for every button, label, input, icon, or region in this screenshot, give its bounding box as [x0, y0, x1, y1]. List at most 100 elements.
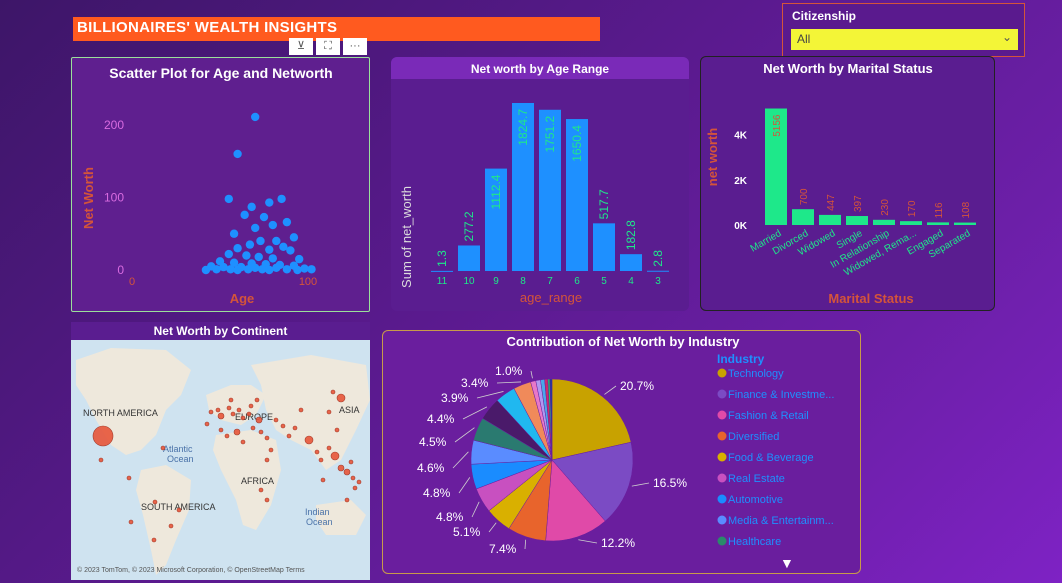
pie-slice[interactable]	[551, 378, 632, 461]
legend-item[interactable]: Fashion & Retail	[728, 410, 809, 422]
scatter-point[interactable]	[233, 244, 242, 253]
map-bubble[interactable]	[246, 411, 252, 417]
citizenship-dropdown[interactable]: All ⌄	[791, 29, 1018, 50]
scatter-point[interactable]	[229, 258, 239, 267]
map-bubble[interactable]	[330, 389, 336, 395]
age-bar[interactable]	[593, 223, 615, 271]
map-bubble[interactable]	[126, 475, 132, 481]
scatter-point[interactable]	[282, 265, 292, 274]
map-bubble[interactable]	[352, 485, 358, 491]
scatter-point[interactable]	[229, 229, 239, 238]
scatter-point[interactable]	[265, 265, 274, 275]
map-bubble[interactable]	[320, 477, 326, 483]
map-bubble[interactable]	[240, 439, 246, 445]
scatter-point[interactable]	[224, 249, 233, 259]
marital-bar[interactable]	[792, 209, 814, 225]
map-bubble[interactable]	[348, 459, 354, 465]
legend-item[interactable]: Finance & Investme...	[728, 389, 834, 401]
legend-item[interactable]: Real Estate	[728, 473, 785, 485]
scatter-point[interactable]	[258, 265, 267, 274]
scatter-point[interactable]	[272, 236, 281, 246]
continent-map-panel[interactable]: Net Worth by Continent NORTH AMERICA EUR…	[71, 322, 370, 580]
map-bubble[interactable]	[264, 435, 270, 441]
map-bubble[interactable]	[228, 397, 234, 403]
scatter-point[interactable]	[251, 112, 260, 122]
map-bubble[interactable]	[176, 507, 182, 513]
scatter-point[interactable]	[243, 265, 253, 274]
legend-item[interactable]: Media & Entertainm...	[728, 515, 834, 527]
map-bubble[interactable]	[336, 393, 346, 403]
map-bubble[interactable]	[255, 416, 263, 424]
map-bubble[interactable]	[151, 537, 157, 543]
scatter-point[interactable]	[300, 264, 309, 273]
map-bubble[interactable]	[258, 429, 264, 435]
map-bubble[interactable]	[92, 425, 114, 447]
marital-bar[interactable]	[846, 216, 868, 225]
age-range-panel[interactable]: Net worth by Age Range Sum of net_worth …	[391, 57, 689, 311]
scatter-point[interactable]	[268, 220, 277, 230]
marital-bar[interactable]	[954, 222, 976, 225]
marital-bar[interactable]	[900, 221, 922, 225]
filter-icon[interactable]: ⊻	[289, 38, 313, 55]
scatter-point[interactable]	[307, 265, 316, 274]
map-bubble[interactable]	[304, 435, 314, 445]
age-bar[interactable]	[647, 270, 669, 272]
scatter-point[interactable]	[265, 198, 274, 207]
legend-item[interactable]: Healthcare	[728, 536, 781, 548]
map-bubble[interactable]	[344, 497, 350, 503]
map-bubble[interactable]	[230, 411, 236, 417]
pie-slice[interactable]	[545, 459, 606, 542]
scatter-point[interactable]	[201, 265, 211, 275]
more-options-icon[interactable]: ···	[343, 38, 367, 55]
marital-bar[interactable]	[765, 108, 787, 225]
map-bubble[interactable]	[226, 405, 232, 411]
marital-bar[interactable]	[873, 219, 895, 225]
map-bubble[interactable]	[356, 479, 362, 485]
legend-item[interactable]: Diversified	[728, 431, 779, 443]
map-bubble[interactable]	[215, 407, 221, 413]
focus-mode-icon[interactable]: ⛶	[316, 38, 340, 55]
age-bar[interactable]	[620, 254, 642, 271]
map-bubble[interactable]	[292, 425, 298, 431]
map-bubble[interactable]	[224, 433, 230, 439]
map-bubble[interactable]	[204, 421, 210, 427]
industry-pie-panel[interactable]: Contribution of Net Worth by Industry 20…	[382, 330, 861, 574]
map-bubble[interactable]	[286, 433, 292, 439]
map-bubble[interactable]	[236, 407, 242, 413]
scatter-point[interactable]	[272, 263, 281, 273]
map-bubble[interactable]	[152, 499, 158, 505]
scatter-point[interactable]	[254, 252, 263, 262]
legend-item[interactable]: Automotive	[728, 494, 783, 506]
map-bubble[interactable]	[350, 475, 356, 481]
scatter-point[interactable]	[212, 265, 221, 274]
age-bar[interactable]	[431, 270, 453, 272]
scatter-point[interactable]	[259, 212, 269, 222]
scatter-point[interactable]	[233, 265, 242, 275]
map-bubble[interactable]	[160, 445, 166, 451]
age-bar[interactable]	[458, 245, 480, 271]
scatter-point[interactable]	[289, 233, 299, 242]
pie-slice[interactable]	[551, 441, 634, 522]
map-bubble[interactable]	[326, 409, 332, 415]
marital-status-panel[interactable]: Net Worth by Marital Status net worth Ma…	[700, 56, 995, 311]
scatter-point[interactable]	[245, 240, 255, 249]
map-bubble[interactable]	[98, 457, 104, 463]
scatter-point[interactable]	[251, 263, 260, 273]
map-bubble[interactable]	[334, 427, 340, 433]
map-bubble[interactable]	[258, 487, 264, 493]
scatter-point[interactable]	[282, 217, 292, 227]
age-bar[interactable]	[512, 103, 534, 271]
scatter-point[interactable]	[277, 194, 286, 204]
scatter-point[interactable]	[293, 265, 302, 275]
scatter-point[interactable]	[286, 246, 295, 255]
map-bubble[interactable]	[298, 407, 304, 413]
map-bubble[interactable]	[264, 497, 270, 503]
scatter-point[interactable]	[233, 149, 242, 159]
age-bar[interactable]	[539, 109, 561, 271]
scatter-point[interactable]	[226, 265, 235, 274]
map-bubble[interactable]	[248, 403, 254, 409]
legend-item[interactable]: Food & Beverage	[728, 452, 814, 464]
map-bubble[interactable]	[128, 519, 134, 525]
scatter-point[interactable]	[240, 210, 249, 220]
map-bubble[interactable]	[254, 397, 260, 403]
